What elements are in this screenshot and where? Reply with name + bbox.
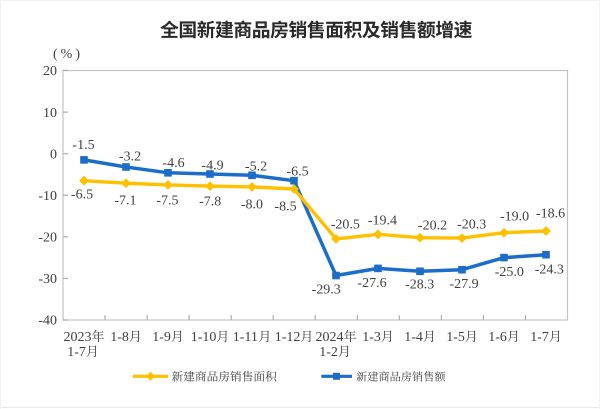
svg-text:1-11: 1-11 xyxy=(233,330,258,345)
svg-text:-20.5: -20.5 xyxy=(331,217,360,232)
svg-text:-4.6: -4.6 xyxy=(162,156,184,171)
svg-text:1-3: 1-3 xyxy=(362,330,381,345)
svg-text:-27.6: -27.6 xyxy=(357,276,386,291)
svg-text:-19.4: -19.4 xyxy=(368,214,397,229)
svg-text:1-6: 1-6 xyxy=(488,330,507,345)
svg-text:-18.6: -18.6 xyxy=(536,207,565,222)
svg-text:-24.3: -24.3 xyxy=(535,262,564,277)
svg-text:20: 20 xyxy=(43,64,57,79)
svg-text:-28.3: -28.3 xyxy=(405,278,434,293)
svg-text:10: 10 xyxy=(43,106,57,121)
svg-text:1-12: 1-12 xyxy=(275,330,301,345)
svg-text:-4.9: -4.9 xyxy=(201,159,223,174)
svg-text:(%): (%) xyxy=(53,47,83,62)
svg-text:-7.1: -7.1 xyxy=(114,194,136,209)
svg-text:1-7: 1-7 xyxy=(67,345,86,360)
svg-text:1-9: 1-9 xyxy=(152,330,171,345)
svg-text:1-7: 1-7 xyxy=(530,330,549,345)
svg-text:1-2: 1-2 xyxy=(319,345,338,360)
svg-text:-7.5: -7.5 xyxy=(156,194,178,209)
svg-text:0: 0 xyxy=(50,147,57,162)
svg-text:-6.5: -6.5 xyxy=(71,188,93,203)
svg-text:2024: 2024 xyxy=(316,330,344,345)
svg-text:-8.0: -8.0 xyxy=(241,197,263,212)
svg-text:-29.3: -29.3 xyxy=(312,283,341,298)
svg-text:-6.5: -6.5 xyxy=(286,165,308,180)
svg-text:-1.5: -1.5 xyxy=(72,138,94,153)
svg-text:-30: -30 xyxy=(38,272,57,287)
svg-text:-20.3: -20.3 xyxy=(457,217,486,232)
svg-text:-19.0: -19.0 xyxy=(500,210,529,225)
svg-text:-10: -10 xyxy=(38,189,57,204)
svg-text:-3.2: -3.2 xyxy=(119,150,141,165)
svg-text:1-10: 1-10 xyxy=(191,330,217,345)
svg-text:-8.5: -8.5 xyxy=(274,200,296,215)
svg-text:-40: -40 xyxy=(38,314,57,329)
svg-text:-25.0: -25.0 xyxy=(495,265,524,280)
svg-text:-20: -20 xyxy=(38,231,57,246)
svg-text:-20.2: -20.2 xyxy=(418,219,447,234)
svg-text:2023: 2023 xyxy=(64,330,92,345)
svg-text:-5.2: -5.2 xyxy=(245,160,267,175)
svg-text:1-8: 1-8 xyxy=(110,330,129,345)
svg-text:-27.9: -27.9 xyxy=(449,277,478,292)
svg-text:1-5: 1-5 xyxy=(446,330,465,345)
svg-text:1-4: 1-4 xyxy=(404,330,423,345)
svg-text:-7.8: -7.8 xyxy=(199,194,221,209)
